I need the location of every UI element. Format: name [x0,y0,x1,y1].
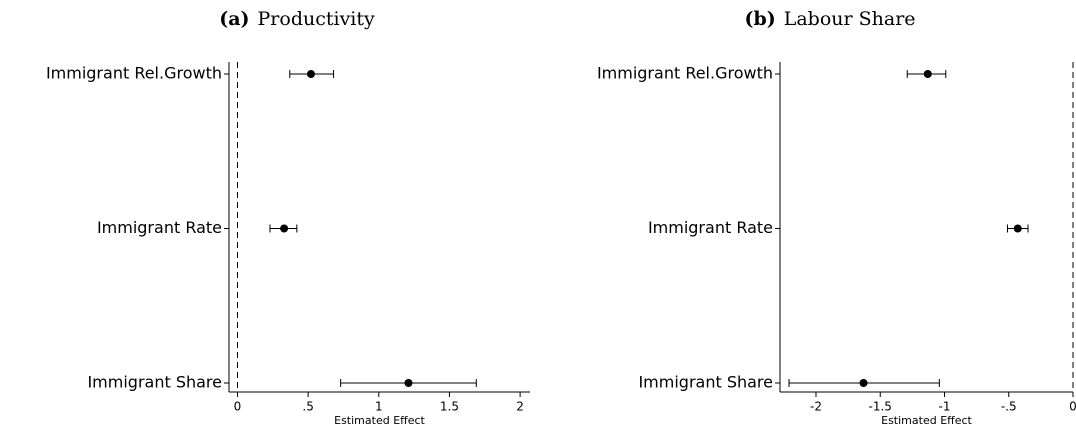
x-tick-label: 0 [1069,400,1076,414]
point [280,224,289,233]
y-tick-label: Immigrant Rel.Growth [597,64,773,83]
panel-name: Labour Share [784,8,916,30]
point [859,379,868,387]
point [1013,224,1022,233]
x-tick-label: 0 [234,400,242,414]
x-tick-label: -1.5 [869,400,892,414]
point [923,70,932,78]
y-tick-label: Immigrant Share [638,373,773,392]
panel-title: (b) Labour Share [744,8,915,30]
panel-label: (a) [219,8,249,30]
x-axis-label: Estimated Effect [881,414,972,427]
x-axis-label: Estimated Effect [334,414,425,427]
x-tick-label: -.5 [1001,400,1017,414]
panel-name: Productivity [258,8,376,30]
y-tick-label: Immigrant Rate [97,218,222,237]
point [404,379,413,387]
x-tick-label: .5 [302,400,313,414]
point [306,70,315,78]
x-tick-label: -2 [810,400,822,414]
y-tick-label: Immigrant Share [87,373,222,392]
x-tick-label: 1.5 [440,400,459,414]
panel-label: (b) [744,8,775,30]
x-tick-label: 2 [516,400,524,414]
y-tick-label: Immigrant Rel.Growth [46,64,222,83]
x-tick-label: 1 [375,400,383,414]
y-tick-label: Immigrant Rate [648,218,773,237]
x-tick-label: -1 [939,400,951,414]
panel-title: (a) Productivity [219,8,375,30]
